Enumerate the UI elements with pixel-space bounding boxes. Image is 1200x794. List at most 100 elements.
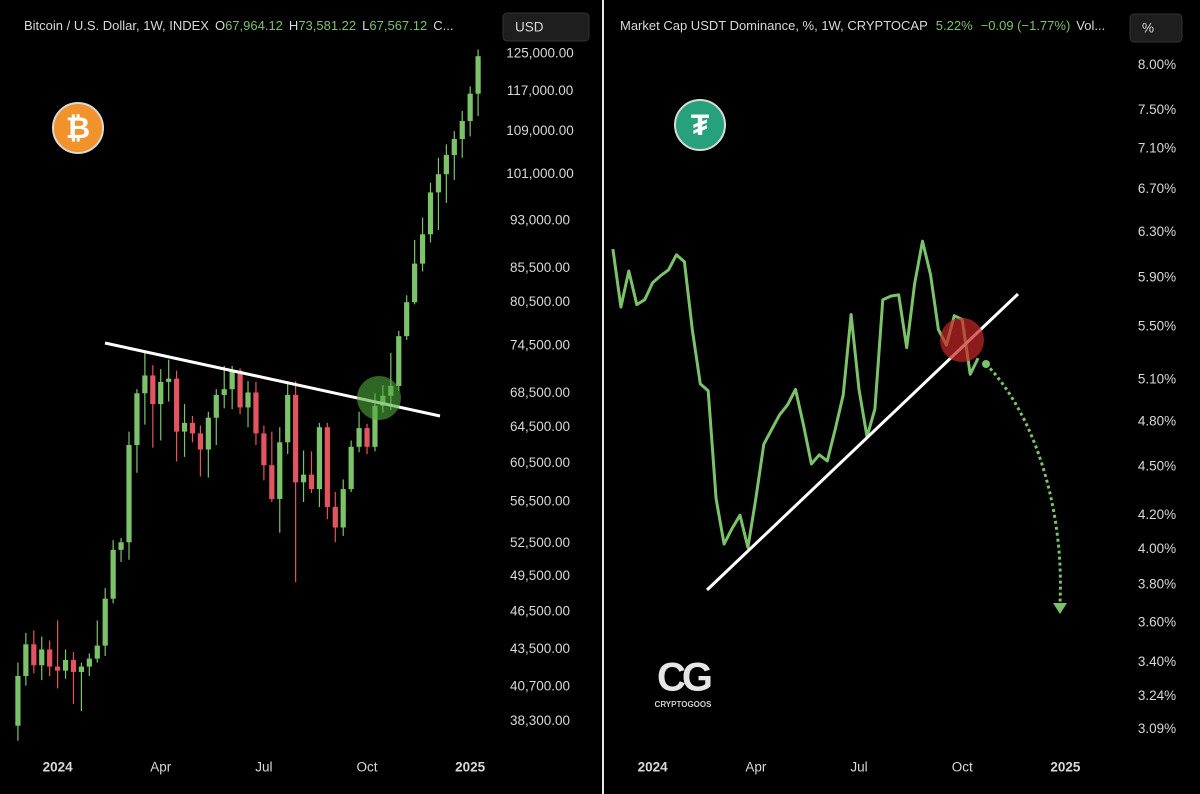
candle-body xyxy=(308,474,315,490)
candle-body xyxy=(435,174,442,193)
candle-body xyxy=(134,393,140,446)
x-tick-label: Oct xyxy=(357,760,378,775)
y-tick-label: 5.50% xyxy=(1138,319,1176,334)
candle-body xyxy=(245,392,251,408)
y-tick-label: 101,000.00 xyxy=(506,166,574,181)
x-tick-label: Apr xyxy=(150,760,172,775)
y-tick-label: 3.80% xyxy=(1138,577,1176,592)
candle-body xyxy=(332,506,338,528)
candle-body xyxy=(102,598,108,646)
candle-body xyxy=(205,417,211,450)
candle-body xyxy=(118,542,124,550)
y-tick-label: 64,500.00 xyxy=(510,419,570,434)
candle-body xyxy=(15,676,21,726)
y-tick-label: 68,500.00 xyxy=(510,385,570,400)
candle-body xyxy=(356,428,362,447)
y-tick-label: 40,700.00 xyxy=(510,679,570,694)
y-tick-label: 4.20% xyxy=(1138,507,1176,522)
candle-body xyxy=(181,422,188,432)
y-tick-label: 46,500.00 xyxy=(510,603,570,618)
candle-body xyxy=(150,375,156,405)
y-tick-label: 49,500.00 xyxy=(510,568,570,583)
x-tick-label: Jul xyxy=(850,760,867,775)
marks: 125,000.00 117,000.00 109,000.00 101,000.00… xyxy=(15,46,1176,775)
y-tick-label: 4.50% xyxy=(1138,459,1176,474)
candle-body xyxy=(340,489,346,528)
logo-circle xyxy=(674,99,726,151)
y-tick-label: 109,000.00 xyxy=(506,123,574,138)
candle-body xyxy=(269,465,275,499)
logo-symbol: ₮ xyxy=(691,109,709,142)
y-tick-label: 52,500.00 xyxy=(510,535,570,550)
x-tick-label: Jul xyxy=(255,760,272,775)
logo-circle xyxy=(52,102,104,154)
header-value: −0.09 (−1.77%) xyxy=(981,18,1071,33)
candle-body xyxy=(213,394,219,418)
line-series xyxy=(611,239,980,549)
y-tick-label: 3.60% xyxy=(1138,614,1176,629)
candle-body xyxy=(78,666,85,672)
y-tick-label: 4.00% xyxy=(1138,541,1176,556)
header-key: C... xyxy=(433,18,453,33)
x-tick-label: 2024 xyxy=(43,760,74,775)
chart-header: Bitcoin / U.S. Dollar, 1W, INDEX O67,964.… xyxy=(24,18,453,33)
y-tick-label: 4.80% xyxy=(1138,414,1176,429)
candle-body xyxy=(300,474,307,483)
candle-body xyxy=(94,645,100,659)
candle-body xyxy=(23,644,29,677)
logo-symbol: ₿ xyxy=(66,112,90,145)
breakdown-circle xyxy=(940,318,984,362)
y-tick-label: 117,000.00 xyxy=(507,83,574,98)
y-tick-label: 43,500.00 xyxy=(510,641,570,656)
candle-body xyxy=(412,263,418,303)
candle-body xyxy=(237,370,243,408)
candle-body xyxy=(221,389,227,395)
header-value: 67,567.12 xyxy=(369,18,427,33)
candle-body xyxy=(70,659,77,672)
candle-body xyxy=(229,370,235,390)
header-key: Vol... xyxy=(1076,18,1105,33)
candle-body xyxy=(396,336,402,386)
y-tick-label: 5.10% xyxy=(1138,371,1176,386)
candle-body xyxy=(324,427,330,507)
unit-box xyxy=(1129,13,1183,43)
candle-body xyxy=(285,394,291,443)
breakout-circle xyxy=(357,376,401,420)
y-tick-label: 6.30% xyxy=(1138,224,1176,239)
header-value: 67,964.12 xyxy=(225,18,283,33)
y-tick-label: 8.00% xyxy=(1138,57,1176,72)
y-tick-label: 7.10% xyxy=(1138,140,1176,155)
candle-body xyxy=(261,433,267,466)
y-tick-label: 60,500.00 xyxy=(510,455,570,470)
candle-body xyxy=(174,378,180,432)
watermark-logo: CG xyxy=(657,656,711,700)
unit-label: USD xyxy=(515,20,544,35)
candle-body xyxy=(427,192,434,235)
candle-body xyxy=(475,56,481,94)
candle-body xyxy=(55,666,61,671)
watermark: CG CRYPTOGOOS xyxy=(655,656,715,710)
chart-title: Bitcoin / U.S. Dollar, 1W, INDEX xyxy=(24,18,209,33)
unit-label: % xyxy=(1142,21,1154,36)
y-tick-label: 7.50% xyxy=(1138,102,1176,117)
candle-body xyxy=(451,139,457,156)
header-key: O xyxy=(215,18,225,33)
y-tick-label: 80,500.00 xyxy=(510,294,570,309)
chart-title: Market Cap USDT Dominance, %, 1W, CRYPTO… xyxy=(620,18,928,33)
candle-body xyxy=(253,392,259,434)
y-tick-label: 38,300.00 xyxy=(510,713,570,728)
chart-header: Market Cap USDT Dominance, %, 1W, CRYPTO… xyxy=(620,18,1105,33)
candle-body xyxy=(39,649,45,666)
candle-body xyxy=(197,433,204,450)
candle-body xyxy=(404,302,410,337)
candle-body xyxy=(47,649,53,667)
candle-body xyxy=(459,120,465,140)
unit-box xyxy=(502,12,590,42)
header-key: L xyxy=(362,18,369,33)
header-value: 73,581.22 xyxy=(298,18,356,33)
candle-body xyxy=(293,394,299,483)
candle-body xyxy=(316,427,323,490)
candle-body xyxy=(158,381,164,405)
